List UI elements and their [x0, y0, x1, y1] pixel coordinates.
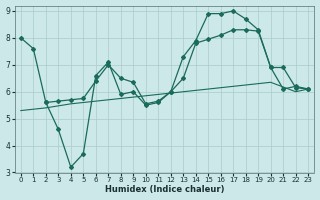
X-axis label: Humidex (Indice chaleur): Humidex (Indice chaleur)	[105, 185, 224, 194]
